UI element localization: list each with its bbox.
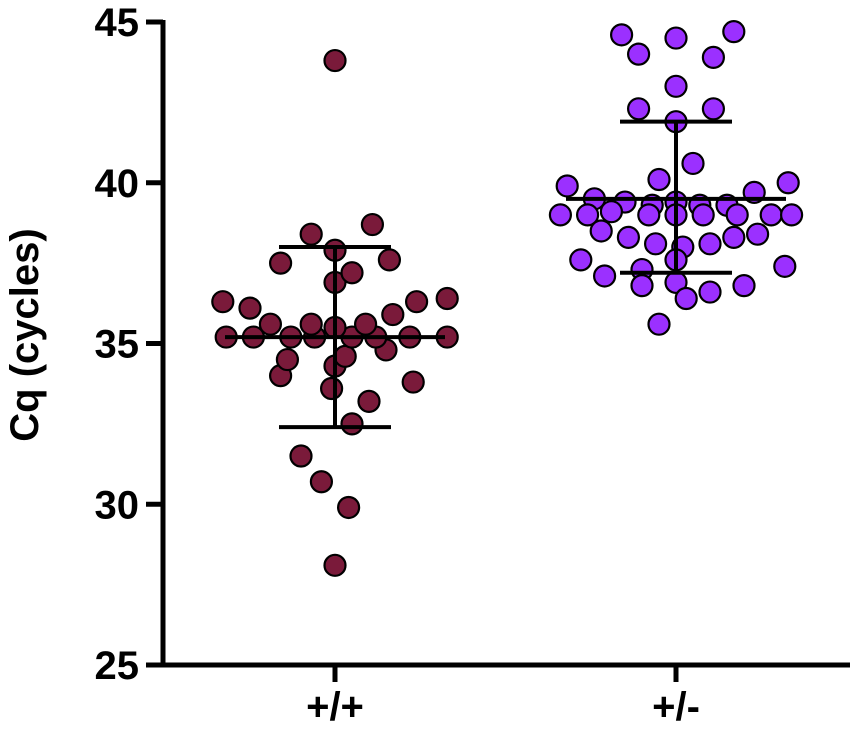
data-point [269, 251, 293, 275]
data-point [701, 97, 726, 121]
data-point [381, 302, 405, 327]
data-point [681, 151, 705, 176]
data-point [759, 203, 783, 227]
data-point [575, 203, 600, 227]
data-point [691, 203, 715, 227]
data-point [323, 553, 347, 577]
data-point [340, 261, 364, 285]
data-point [211, 290, 235, 314]
data-point [698, 280, 722, 304]
data-point [548, 203, 573, 227]
data-point [333, 344, 357, 368]
data-point [647, 312, 671, 336]
data-point [664, 74, 688, 98]
x-tick-label: +/+ [306, 685, 364, 729]
y-axis-label: Cq (cycles) [3, 228, 47, 441]
data-point [599, 200, 624, 224]
data-point [323, 48, 347, 73]
data-point [722, 225, 746, 250]
data-point [592, 264, 617, 288]
data-point [357, 389, 381, 413]
data-point [555, 174, 579, 198]
data-point [647, 167, 671, 192]
y-tick-label: 45 [95, 1, 140, 45]
x-axis: +/+ +/- [161, 662, 850, 729]
data-point [258, 312, 282, 336]
data-point [569, 248, 593, 272]
data-point [299, 222, 323, 246]
y-tick-label: 30 [95, 483, 140, 527]
data-point [776, 171, 800, 195]
data-point [626, 97, 651, 121]
data-point [722, 20, 746, 44]
data-point [354, 312, 378, 336]
y-tick-label: 35 [95, 323, 140, 367]
data-point [320, 376, 344, 401]
data-point [337, 495, 361, 520]
data-point [340, 412, 364, 436]
data-point [299, 312, 323, 336]
y-axis: 25 30 35 40 45 [95, 1, 166, 688]
data-point [630, 274, 654, 298]
data-point [589, 219, 613, 243]
y-tick-label: 25 [95, 644, 140, 688]
data-point [377, 248, 401, 272]
data-point [674, 286, 698, 311]
mean-sd-bars [225, 119, 786, 430]
data-point [779, 203, 804, 227]
data-point [609, 23, 634, 47]
data-point [698, 232, 722, 256]
data-point [773, 254, 797, 278]
data-points [211, 20, 804, 577]
data-point [435, 286, 459, 311]
y-tick-label: 40 [95, 162, 140, 206]
x-tick-label: +/- [652, 685, 700, 729]
data-point [616, 225, 641, 250]
data-point [637, 203, 661, 227]
data-point [745, 222, 770, 246]
data-point [401, 370, 425, 394]
data-point [405, 290, 429, 314]
data-point [238, 296, 262, 320]
data-point [360, 212, 384, 237]
data-point [626, 42, 651, 66]
data-point [309, 470, 333, 494]
data-point [664, 26, 688, 50]
data-point [275, 347, 299, 372]
data-point [701, 45, 726, 69]
data-point [289, 444, 313, 468]
data-point [643, 232, 668, 256]
data-point [732, 274, 756, 298]
data-point [725, 203, 749, 227]
